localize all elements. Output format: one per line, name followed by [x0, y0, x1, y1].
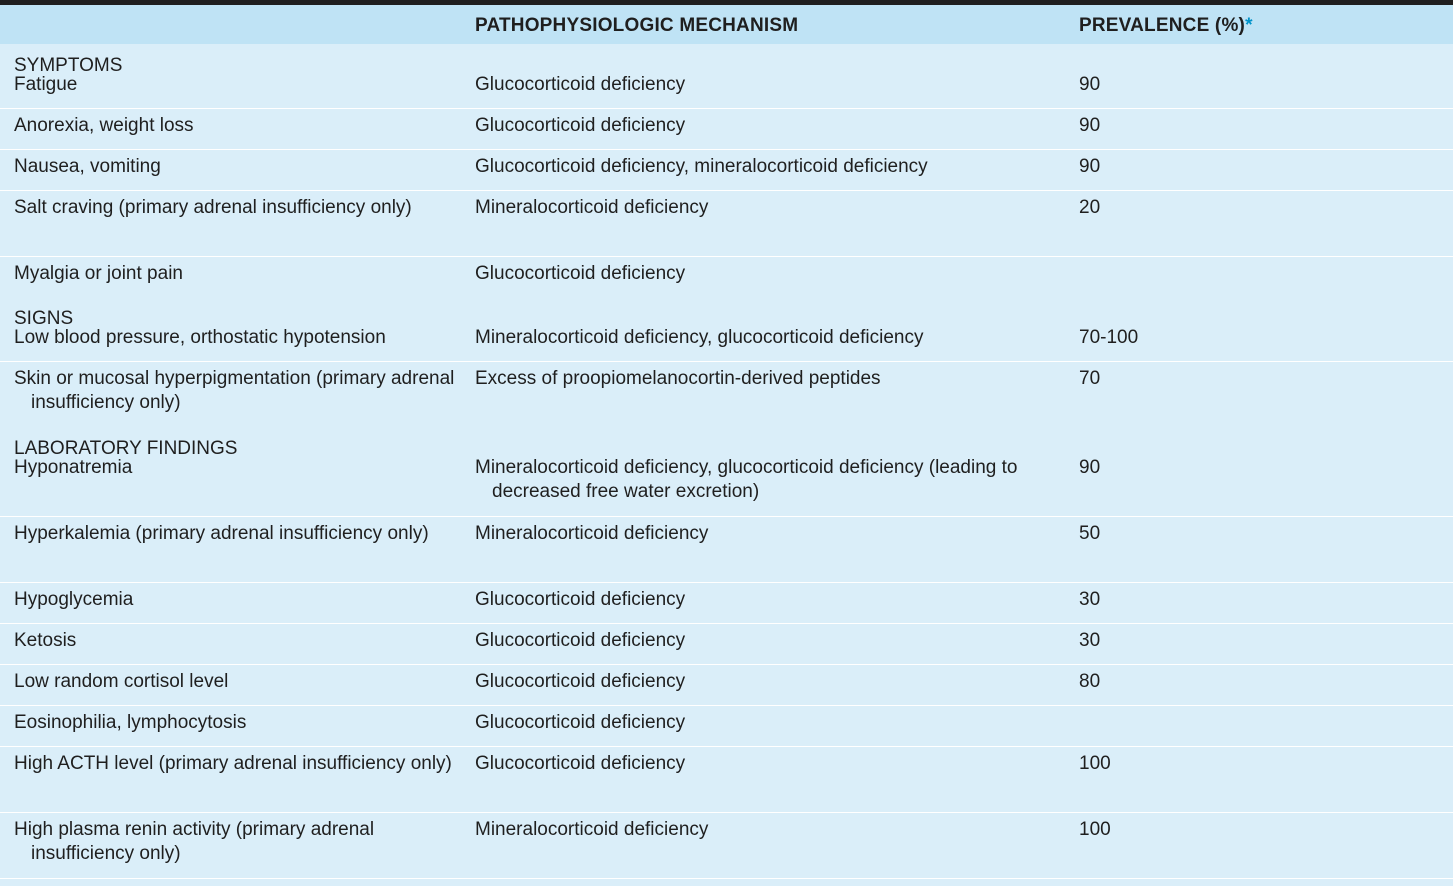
- mechanism-cell: Glucocorticoid deficiency: [475, 115, 686, 136]
- feature-cell: Ketosis: [14, 630, 77, 651]
- feature-cell: Skin or mucosal hyperpigmentation (prima…: [14, 368, 455, 413]
- feature-cell: Hyponatremia: [14, 457, 133, 478]
- header-prevalence: PREVALENCE (%)*: [1079, 15, 1253, 37]
- table-row: Anorexia, weight loss Glucocorticoid def…: [0, 109, 1453, 150]
- table-row: Low random cortisol level Glucocorticoid…: [0, 665, 1453, 706]
- mechanism-cell: Glucocorticoid deficiency: [475, 589, 686, 610]
- mechanism-cell: Mineralocorticoid deficiency: [475, 819, 709, 840]
- prevalence-cell: 100: [1079, 753, 1111, 774]
- feature-cell: Salt craving (primary adrenal insufficie…: [14, 197, 412, 218]
- prevalence-cell: 80: [1079, 671, 1101, 692]
- feature-cell: Nausea, vomiting: [14, 156, 161, 177]
- table-row: Skin or mucosal hyperpigmentation (prima…: [0, 362, 1453, 427]
- table-body: SYMPTOMS Fatigue Glucocorticoid deficien…: [0, 44, 1453, 879]
- table-row: High plasma renin activity (primary adre…: [0, 813, 1453, 879]
- table-row: Hypoglycemia Glucocorticoid deficiency 3…: [0, 583, 1453, 624]
- mechanism-cell: Glucocorticoid deficiency: [475, 753, 686, 774]
- table-row: High ACTH level (primary adrenal insuffi…: [0, 747, 1453, 813]
- table-row: Hyperkalemia (primary adrenal insufficie…: [0, 517, 1453, 583]
- prevalence-cell: 90: [1079, 457, 1101, 478]
- prevalence-cell: 30: [1079, 589, 1101, 610]
- feature-cell: Hypoglycemia: [14, 589, 134, 610]
- mechanism-cell: Glucocorticoid deficiency: [475, 671, 686, 692]
- section-symptoms: SYMPTOMS: [0, 44, 1453, 76]
- table-row: Nausea, vomiting Glucocorticoid deficien…: [0, 150, 1453, 191]
- mechanism-cell: Glucocorticoid deficiency: [475, 712, 686, 733]
- feature-cell: High ACTH level (primary adrenal insuffi…: [14, 753, 452, 774]
- feature-cell: High plasma renin activity (primary adre…: [14, 819, 375, 864]
- table-header: PATHOPHYSIOLOGIC MECHANISM PREVALENCE (%…: [0, 5, 1453, 44]
- table-row: Ketosis Glucocorticoid deficiency 30: [0, 624, 1453, 665]
- feature-cell: Low random cortisol level: [14, 671, 229, 692]
- prevalence-cell: 20: [1079, 197, 1101, 218]
- header-mechanism: PATHOPHYSIOLOGIC MECHANISM: [475, 15, 799, 36]
- prevalence-cell: 30: [1079, 630, 1101, 651]
- feature-cell: Hyperkalemia (primary adrenal insufficie…: [14, 523, 429, 544]
- top-rule: [0, 0, 1453, 5]
- feature-cell: Fatigue: [14, 74, 78, 95]
- section-title: LABORATORY FINDINGS: [14, 438, 238, 459]
- feature-cell: Myalgia or joint pain: [14, 263, 183, 284]
- mechanism-cell: Mineralocorticoid deficiency, glucocorti…: [475, 457, 1018, 502]
- prevalence-cell: 50: [1079, 523, 1101, 544]
- section-title: SYMPTOMS: [14, 55, 123, 76]
- prevalence-cell: 70-100: [1079, 327, 1139, 348]
- prevalence-cell: 70: [1079, 368, 1101, 389]
- feature-cell: Eosinophilia, lymphocytosis: [14, 712, 247, 733]
- table-row: Hyponatremia Mineralocorticoid deficienc…: [0, 451, 1453, 517]
- section-title: SIGNS: [14, 308, 74, 329]
- feature-cell: Anorexia, weight loss: [14, 115, 194, 136]
- mechanism-cell: Glucocorticoid deficiency: [475, 74, 686, 95]
- feature-cell: Low blood pressure, orthostatic hypotens…: [14, 327, 386, 348]
- table-row: Myalgia or joint pain Glucocorticoid def…: [0, 257, 1453, 297]
- header-prevalence-label: PREVALENCE (%): [1079, 15, 1246, 36]
- table-row: Fatigue Glucocorticoid deficiency 90: [0, 68, 1453, 109]
- section-signs: SIGNS: [0, 297, 1453, 329]
- mechanism-cell: Glucocorticoid deficiency, mineralocorti…: [475, 156, 928, 177]
- section-laboratory-findings: LABORATORY FINDINGS: [0, 427, 1453, 459]
- mechanism-cell: Glucocorticoid deficiency: [475, 630, 686, 651]
- mechanism-cell: Mineralocorticoid deficiency, glucocorti…: [475, 327, 924, 348]
- prevalence-cell: 90: [1079, 74, 1101, 95]
- mechanism-cell: Excess of proopiomelanocortin-derived pe…: [475, 368, 881, 389]
- mechanism-cell: Glucocorticoid deficiency: [475, 263, 686, 284]
- table-row: Salt craving (primary adrenal insufficie…: [0, 191, 1453, 257]
- mechanism-cell: Mineralocorticoid deficiency: [475, 197, 709, 218]
- table-row: Eosinophilia, lymphocytosis Glucocortico…: [0, 706, 1453, 747]
- prevalence-cell: 90: [1079, 156, 1101, 177]
- table-row: Low blood pressure, orthostatic hypotens…: [0, 321, 1453, 362]
- prevalence-cell: 100: [1079, 819, 1111, 840]
- mechanism-cell: Mineralocorticoid deficiency: [475, 523, 709, 544]
- prevalence-cell: 90: [1079, 115, 1101, 136]
- footnote-asterisk: *: [1245, 15, 1253, 36]
